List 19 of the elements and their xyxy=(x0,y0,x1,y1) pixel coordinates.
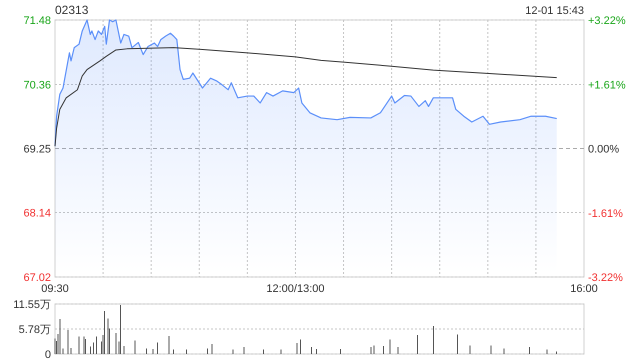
y-tick-label: 67.02 xyxy=(23,272,51,284)
y2-tick-label: -1.61% xyxy=(588,208,624,220)
y-tick-label: 11.55万 xyxy=(13,299,51,311)
x-tick-label: 12:00/13:00 xyxy=(266,283,325,295)
y2-tick-label: 0.00% xyxy=(588,144,620,156)
chart-title: 02313 xyxy=(55,3,89,17)
y-tick-label: 70.36 xyxy=(23,80,51,92)
y-tick-label: 0 xyxy=(44,349,51,360)
y2-tick-label: +3.22% xyxy=(588,15,626,27)
line-series xyxy=(54,47,558,147)
y2-tick-label: -3.22% xyxy=(588,272,624,284)
x-tick-label: 09:30 xyxy=(41,283,69,295)
y-tick-label: 69.25 xyxy=(23,144,51,156)
y-tick-label: 71.48 xyxy=(23,15,51,27)
y-tick-label: 5.78万 xyxy=(18,324,51,336)
x-tick-label: 16:00 xyxy=(570,283,598,295)
text: 12-01 15:43 xyxy=(525,5,584,17)
y2-tick-label: +1.61% xyxy=(588,79,626,92)
y-tick-label: 68.14 xyxy=(23,207,51,220)
